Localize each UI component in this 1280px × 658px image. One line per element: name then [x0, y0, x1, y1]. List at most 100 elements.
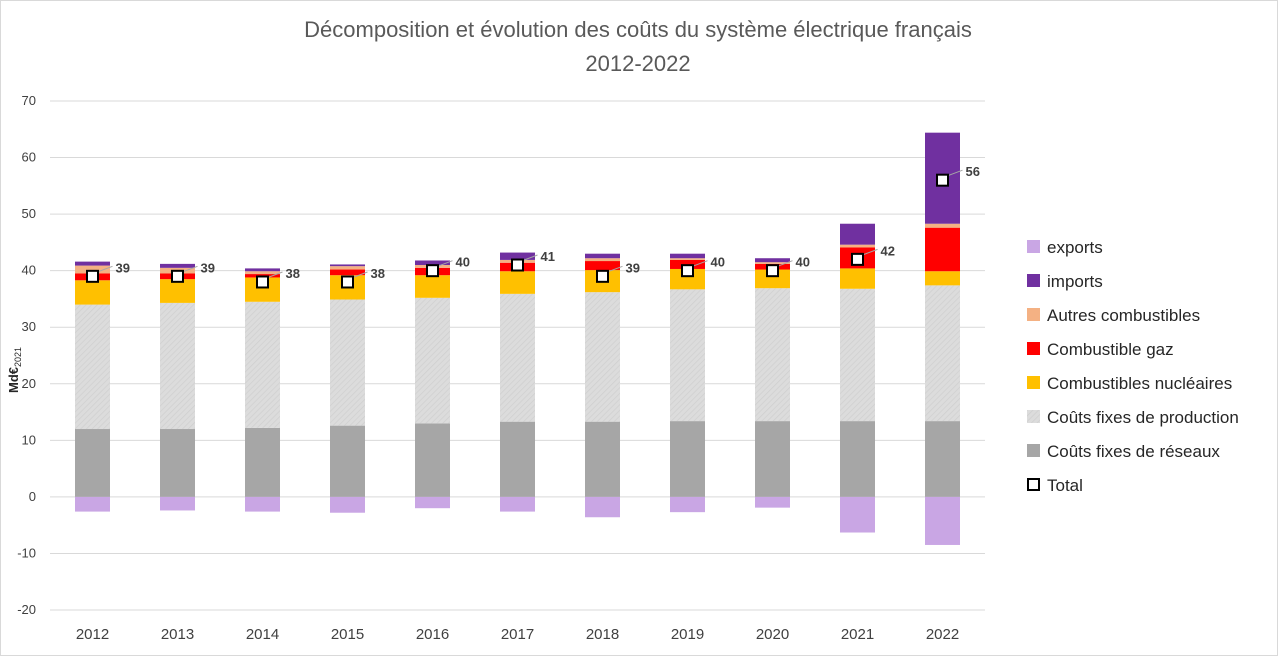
bar-segment: [500, 421, 535, 497]
y-axis-label: Md€2021: [6, 347, 23, 393]
total-data-label: 40: [711, 255, 725, 270]
x-tick-label: 2016: [416, 626, 449, 643]
bar-segment: [415, 423, 450, 497]
total-marker: [86, 269, 99, 283]
bar-segment: [75, 429, 110, 497]
bar-segment: [415, 275, 450, 298]
legend-swatch: [1027, 444, 1040, 457]
x-tick-label: 2013: [161, 626, 194, 643]
legend-item: Coûts fixes de réseaux: [1027, 442, 1220, 461]
total-marker: [511, 258, 524, 272]
total-marker: [766, 264, 779, 278]
bar-segment: [755, 421, 790, 497]
bar-segment: [330, 496, 365, 513]
bar-segment: [500, 293, 535, 422]
bar-segment: [585, 496, 620, 518]
bar-segment: [160, 429, 195, 497]
total-marker: [596, 269, 609, 283]
bar-segment: [500, 252, 535, 260]
bar-segment: [585, 258, 620, 262]
bar-segment: [160, 496, 195, 511]
gridlines: [50, 100, 985, 611]
bar-segment: [925, 271, 960, 286]
total-leader-line: [861, 248, 878, 256]
bar-segment: [755, 496, 790, 508]
x-tick-label: 2022: [926, 626, 959, 643]
bar-segment: [245, 301, 280, 428]
legend-label: Autres combustibles: [1047, 306, 1200, 325]
bar-segment: [330, 425, 365, 497]
bar-segment: [840, 244, 875, 248]
bar-segment: [925, 496, 960, 545]
bar-segment: [245, 268, 280, 272]
legend-label: Coûts fixes de production: [1047, 408, 1239, 427]
total-leader-line: [946, 169, 963, 177]
total-leader-line: [266, 271, 283, 279]
x-tick-label: 2019: [671, 626, 704, 643]
bar-segment: [670, 421, 705, 497]
total-leader-line: [181, 265, 198, 273]
bar-segment: [840, 421, 875, 497]
x-tick-label: 2017: [501, 626, 534, 643]
total-data-label: 38: [286, 266, 300, 281]
bar-segment: [500, 271, 535, 294]
bar-segment: [925, 227, 960, 272]
bar-segment: [75, 261, 110, 266]
x-tick-label: 2020: [756, 626, 789, 643]
total-data-label: 42: [881, 243, 895, 258]
total-data-label: 41: [541, 249, 555, 264]
bar-segment: [585, 421, 620, 497]
legend-item: Autres combustibles: [1027, 306, 1200, 325]
y-axis-ticks: -20 -10 0 10 20 30 40 50 60 70: [17, 93, 36, 617]
total-data-label: 40: [796, 255, 810, 270]
bar-segment: [245, 427, 280, 497]
y-tick-label: 40: [22, 263, 36, 278]
legend-swatch: [1027, 240, 1040, 253]
x-tick-label: 2014: [246, 626, 279, 643]
legend-label: Total: [1047, 476, 1083, 495]
bar-segment: [500, 496, 535, 512]
total-marker: [936, 173, 949, 187]
y-axis-label-sub: 2021: [13, 347, 23, 367]
legend-label: Combustibles nucléaires: [1047, 374, 1232, 393]
bar-segment: [415, 260, 450, 266]
x-tick-label: 2021: [841, 626, 874, 643]
bar-segment: [670, 289, 705, 422]
bar-segment: [585, 253, 620, 259]
y-tick-label: 20: [22, 376, 36, 391]
y-tick-label: 60: [22, 150, 36, 165]
y-tick-label: 0: [29, 489, 36, 504]
total-marker: [341, 275, 354, 289]
y-axis-label-main: Md€: [6, 367, 21, 393]
bar-segment: [925, 223, 960, 228]
bar-segment: [840, 496, 875, 533]
legend-swatch: [1027, 342, 1040, 355]
legend-swatch: [1027, 308, 1040, 321]
legend-label: imports: [1047, 272, 1103, 291]
y-tick-label: -10: [17, 545, 36, 560]
bar-segment: [755, 269, 790, 289]
legend-label: Coûts fixes de réseaux: [1047, 442, 1220, 461]
total-data-label: 39: [201, 260, 215, 275]
legend-swatch: [1027, 274, 1040, 287]
bar-segment: [415, 496, 450, 509]
bar-segment: [585, 261, 620, 271]
bar-segment: [670, 496, 705, 513]
legend-item: Total: [1027, 476, 1083, 495]
x-tick-label: 2015: [331, 626, 364, 643]
x-tick-label: 2012: [76, 626, 109, 643]
legend-swatch: [1027, 478, 1040, 491]
total-data-label: 56: [966, 164, 980, 179]
chart-subtitle: 2012-2022: [585, 51, 690, 76]
total-leader-line: [521, 254, 538, 262]
total-markers: 39 39 38 38 40 41 39 40 40 42 56: [86, 164, 980, 289]
bar-segment: [755, 288, 790, 422]
bar-segment: [925, 421, 960, 497]
legend-item: Coûts fixes de production: [1027, 408, 1239, 427]
y-tick-label: 10: [22, 432, 36, 447]
bar-segment: [925, 285, 960, 422]
bar-segment: [330, 269, 365, 276]
total-data-label: 40: [456, 255, 470, 270]
